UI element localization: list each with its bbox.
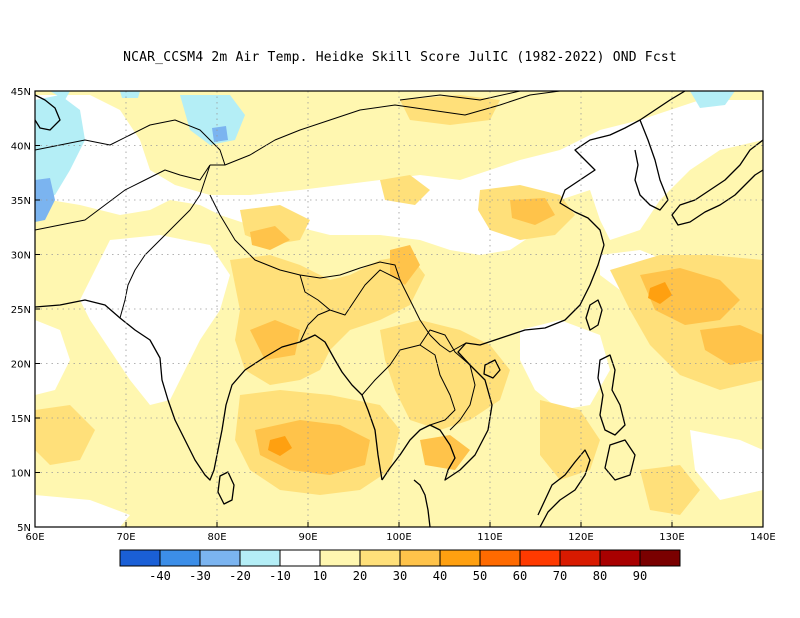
colorbar-swatch	[439, 549, 481, 567]
longitude-ticks: 60E 70E 80E 90E 100E 110E 120E 130E 140E	[25, 522, 776, 543]
colorbar-label: -30	[189, 569, 211, 583]
coast-caspian	[35, 94, 61, 131]
colorbar-label: 60	[513, 569, 527, 583]
colorbar-swatch	[279, 549, 321, 567]
colorbar-swatch	[199, 549, 241, 567]
border-myanmar	[299, 269, 467, 353]
shade-level-50	[268, 282, 672, 456]
lat-tick-label: 45N	[11, 87, 31, 98]
border-bangladesh	[299, 309, 331, 343]
border-pakistan-india	[119, 164, 211, 319]
border-afghanistan	[35, 164, 211, 231]
border-thailand	[361, 344, 456, 426]
colorbar-label: 70	[553, 569, 567, 583]
colorbar-swatch	[159, 549, 201, 567]
coast-indochina	[381, 244, 605, 481]
colorbar-labels: -40 -30 -20 -10 10 20 30 40 50 60 70 80 90	[149, 569, 647, 583]
colorbar-label: 20	[353, 569, 367, 583]
lon-tick-label: 140E	[750, 532, 775, 543]
colorbar-label: 40	[433, 569, 447, 583]
colorbar-swatch	[359, 549, 401, 567]
coast-philippines-south	[604, 439, 636, 481]
graticule	[35, 91, 763, 527]
colorbar	[119, 549, 681, 567]
colorbar-swatch	[399, 549, 441, 567]
country-borders	[35, 91, 561, 431]
colorbar-label: 10	[313, 569, 327, 583]
colorbar-swatch	[559, 549, 601, 567]
border-central-asia	[35, 119, 226, 166]
colorbar-swatch	[479, 549, 521, 567]
coast-china-east	[559, 91, 686, 246]
lat-tick-label: 5N	[17, 523, 31, 534]
colorbar-label: -10	[269, 569, 291, 583]
lat-tick-label: 15N	[11, 414, 31, 425]
colorbar-label: 50	[473, 569, 487, 583]
lon-tick-label: 100E	[386, 532, 411, 543]
colorbar-label: 30	[393, 569, 407, 583]
coast-borneo	[537, 449, 591, 527]
colorbar-swatch	[239, 549, 281, 567]
colorbar-swatch	[519, 549, 561, 567]
lon-tick-label: 60E	[25, 532, 44, 543]
colorbar-swatch	[639, 549, 681, 567]
colorbar-label: -40	[149, 569, 171, 583]
lat-tick-label: 30N	[11, 251, 31, 262]
colorbar-label: 90	[633, 569, 647, 583]
border-laos-vietnam	[419, 329, 476, 431]
shade-level-minus10	[35, 91, 735, 200]
border-mongolia	[399, 91, 521, 101]
lon-tick-label: 130E	[659, 532, 684, 543]
coast-malay	[413, 479, 431, 527]
lat-tick-label: 40N	[11, 142, 31, 153]
coast-philippines	[597, 354, 626, 436]
shade-level-minus20	[35, 126, 228, 222]
lon-tick-label: 120E	[568, 532, 593, 543]
coast-srilanka	[217, 471, 235, 505]
map-title: NCAR_CCSM4 2m Air Temp. Heidke Skill Sco…	[123, 50, 677, 65]
lon-tick-label: 80E	[207, 532, 226, 543]
coast-japan	[671, 139, 763, 226]
lat-tick-label: 10N	[11, 469, 31, 480]
lon-tick-label: 90E	[298, 532, 317, 543]
lon-tick-label: 110E	[477, 532, 502, 543]
lat-tick-label: 35N	[11, 196, 31, 207]
colorbar-label: 80	[593, 569, 607, 583]
colorbar-label: -20	[229, 569, 251, 583]
lon-tick-label: 70E	[116, 532, 135, 543]
coastlines	[35, 91, 763, 527]
colorbar-swatch	[319, 549, 361, 567]
border-china-north	[224, 91, 561, 166]
colorbar-swatch	[599, 549, 641, 567]
coast-korea	[634, 119, 669, 211]
lat-tick-label: 20N	[11, 360, 31, 371]
colorbar-swatch	[119, 549, 161, 567]
coast-hainan	[483, 359, 501, 379]
border-himalaya	[209, 194, 401, 281]
latitude-ticks: 5N 10N 15N 20N 25N 30N 35N 40N 45N	[11, 87, 40, 534]
coast-arabian-sea	[35, 299, 383, 481]
lat-tick-label: 25N	[11, 305, 31, 316]
coast-taiwan	[585, 299, 603, 331]
